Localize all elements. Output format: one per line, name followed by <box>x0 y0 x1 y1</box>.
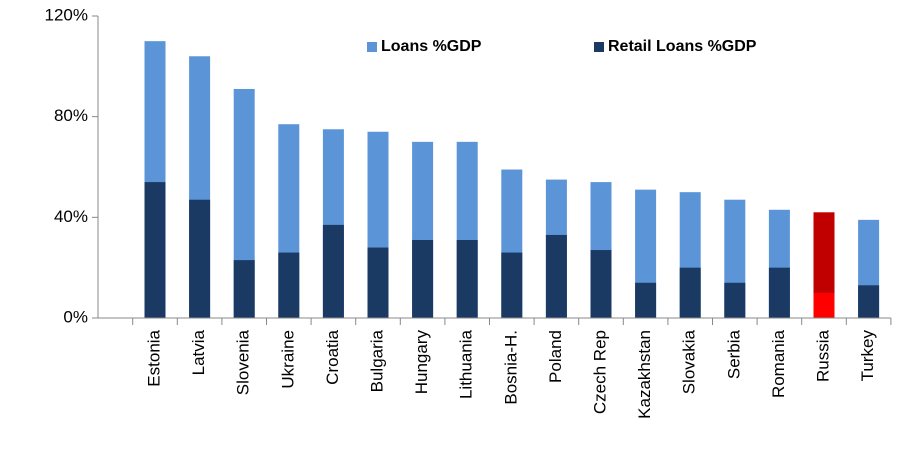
x-tick-label: Bosnia-H. <box>501 330 520 405</box>
legend-label: Retail Loans %GDP <box>608 38 757 55</box>
bar <box>724 282 746 318</box>
x-tick-label: Hungary <box>412 330 431 395</box>
bar <box>590 250 612 318</box>
x-tick-label: Russia <box>813 329 832 382</box>
x-tick-label: Romania <box>769 329 788 398</box>
y-tick-label: 120% <box>45 5 88 24</box>
bar <box>144 182 166 318</box>
x-tick-label: Latvia <box>189 329 208 375</box>
bar <box>679 267 701 318</box>
x-tick-label: Kazakhstan <box>635 330 654 419</box>
bar <box>501 252 523 318</box>
bar <box>768 267 790 318</box>
legend-swatch <box>367 42 377 52</box>
x-tick-label: Bulgaria <box>367 329 386 392</box>
bar <box>412 239 434 318</box>
bar <box>233 260 255 318</box>
bar <box>813 292 835 318</box>
y-tick-label: 40% <box>54 207 88 226</box>
legend-label: Loans %GDP <box>381 38 482 55</box>
bar <box>858 285 880 318</box>
bar <box>322 224 344 318</box>
bar <box>545 234 567 318</box>
x-tick-label: Turkey <box>858 330 877 382</box>
x-tick-label: Slovakia <box>680 329 699 394</box>
x-tick-label: Serbia <box>724 329 743 379</box>
legend-swatch <box>594 42 604 52</box>
bar <box>189 199 211 318</box>
y-tick-label: 80% <box>54 106 88 125</box>
bar <box>278 252 300 318</box>
y-tick-label: 0% <box>63 307 88 326</box>
bar <box>456 239 478 318</box>
x-tick-label: Estonia <box>144 329 163 386</box>
bar <box>635 282 657 318</box>
x-tick-label: Czech Rep <box>590 330 609 414</box>
x-tick-label: Croatia <box>323 329 342 384</box>
x-tick-label: Slovenia <box>234 329 253 395</box>
x-tick-label: Lithuania <box>457 329 476 399</box>
bar <box>813 212 835 318</box>
x-tick-label: Poland <box>546 330 565 383</box>
bar <box>367 247 389 318</box>
x-tick-label: Ukraine <box>278 330 297 389</box>
